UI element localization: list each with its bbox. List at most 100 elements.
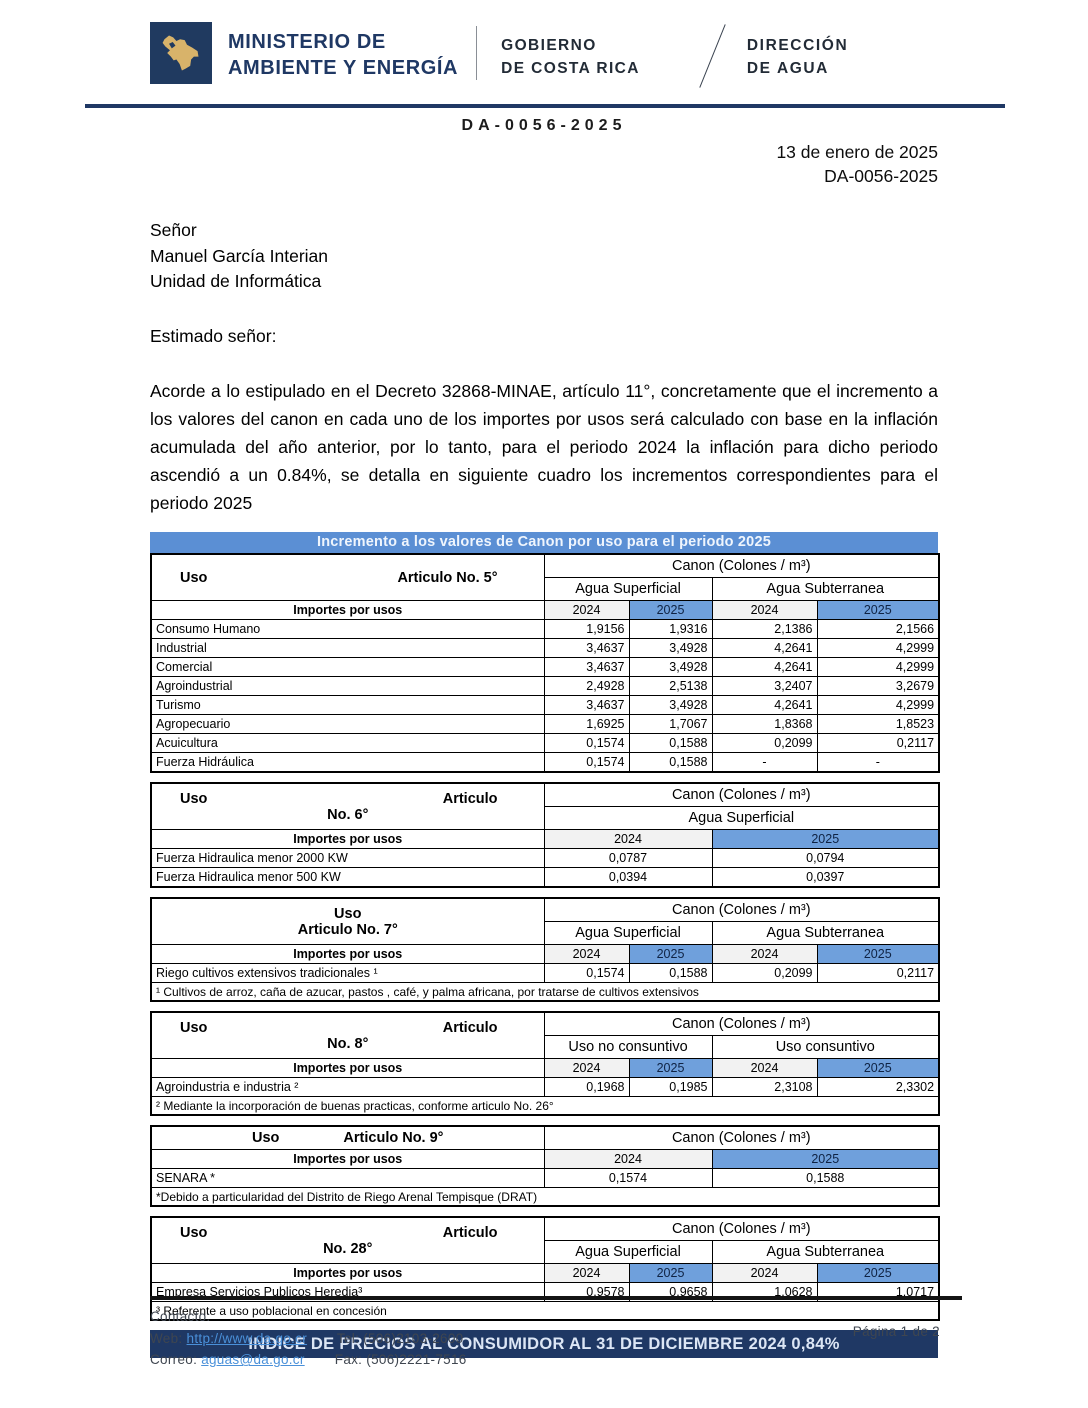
table-row: Industrial 3,4637 3,4928 4,2641 4,2999 bbox=[150, 638, 940, 659]
cell-value: 0,2117 bbox=[816, 963, 940, 984]
mail-link[interactable]: aguas@da.go.cr bbox=[201, 1352, 305, 1368]
table-row: Riego cultivos extensivos tradicionales … bbox=[150, 963, 940, 984]
contact-label: Contacto: bbox=[150, 1309, 211, 1324]
cell-value: 2,3108 bbox=[711, 1077, 818, 1098]
row-label: Fuerza Hidráulica bbox=[150, 752, 545, 773]
uso-articulo-header: Uso Articulo No. 7° bbox=[150, 897, 545, 946]
direction-line2: DE AGUA bbox=[746, 60, 829, 78]
cell-value: 3,4928 bbox=[628, 657, 713, 678]
table-footnote: ² Mediante la incorporación de buenas pr… bbox=[150, 1096, 940, 1116]
canon-table-articulo-28: Uso Articulo No. 28° Canon (Colones / m³) Ag… bbox=[150, 1216, 941, 1322]
cell-value: - bbox=[711, 752, 818, 773]
table-row: Fuerza Hidráulica 0,1574 0,1588- - bbox=[150, 752, 940, 773]
subheader: Agua Subterranea bbox=[711, 1240, 940, 1265]
importes-header: Importes por usos bbox=[150, 944, 545, 965]
row-label: Agroindustria e industria ² bbox=[150, 1077, 545, 1098]
year-header: 2024 bbox=[711, 600, 818, 621]
cell-value: 0,1968 bbox=[543, 1077, 630, 1098]
importes-header: Importes por usos bbox=[150, 1263, 545, 1284]
cell-value: 0,1574 bbox=[543, 733, 630, 754]
ipc-banner: INDICE DE PRECIOS AL CONSUMIDOR AL 31 DE… bbox=[150, 1330, 938, 1359]
government-name: GOBIERNO DE COSTA RICA bbox=[501, 22, 640, 81]
table-footnote: ³ Referente a uso poblacional en concesi… bbox=[150, 1301, 940, 1321]
canon-table-articulo-6: Uso Articulo No. 6° Canon (Colones / m³) Agu… bbox=[150, 782, 941, 889]
letterhead: MINISTERIO DE AMBIENTE Y ENERGÍA GOBIERN… bbox=[150, 22, 1088, 88]
recipient-block: Señor Manuel García Interian Unidad de I… bbox=[150, 218, 938, 294]
uso-articulo-line: Uso Articulo bbox=[156, 791, 540, 807]
articulo-number: No. 28° bbox=[323, 1240, 373, 1257]
table-footnote: *Debido a particularidad del Distrito de… bbox=[150, 1187, 940, 1207]
table-row: Comercial 3,4637 3,4928 4,2641 4,2999 bbox=[150, 657, 940, 678]
table-row: Turismo 3,4637 3,4928 4,2641 4,2999 bbox=[150, 695, 940, 716]
table-title: Incremento a los valores de Canon por us… bbox=[150, 532, 938, 554]
uso-articulo-header: Uso Articulo No. 8° bbox=[150, 1011, 545, 1060]
cell-value: 1,6925 bbox=[543, 714, 630, 735]
articulo-label: Articulo bbox=[442, 790, 498, 807]
uso-articulo-line: Uso Articulo No. 5° bbox=[156, 570, 540, 586]
importes-header: Importes por usos bbox=[150, 600, 545, 621]
table-row: Agroindustria e industria ² 0,1968 0,1985 2… bbox=[150, 1077, 940, 1098]
articulo-label: Articulo bbox=[442, 1224, 498, 1241]
year-header: 2024 bbox=[543, 1149, 713, 1170]
uso-articulo-line: Uso Articulo bbox=[156, 1225, 540, 1241]
cell-value: 0,0794 bbox=[711, 848, 940, 869]
canon-table-articulo-7: Uso Articulo No. 7° Canon (Colones / m³) Ag… bbox=[150, 897, 941, 1003]
subheader: Agua Superficial bbox=[543, 577, 713, 602]
table-row: Agropecuario 1,6925 1,7067 1,8368 1,8523 bbox=[150, 714, 940, 735]
cell-value: 4,2641 bbox=[711, 657, 818, 678]
cell-value: 1,8523 bbox=[816, 714, 940, 735]
header-divider bbox=[476, 26, 478, 80]
cell-value: 3,4637 bbox=[543, 695, 630, 716]
date-block: 13 de enero de 2025 DA-0056-2025 bbox=[150, 141, 938, 188]
ministry-line1: MINISTERIO DE bbox=[228, 31, 386, 53]
year-header: 2025 bbox=[628, 600, 713, 621]
direction-line1: DIRECCIÓN bbox=[746, 37, 849, 54]
canon-table: Uso Articulo No. 28° Canon (Colones / m³) Ag… bbox=[150, 1216, 941, 1322]
tables-region: Incremento a los valores de Canon por us… bbox=[150, 532, 941, 1322]
cell-value: 0,2117 bbox=[816, 733, 940, 754]
cell-value: 1,7067 bbox=[628, 714, 713, 735]
table-footnote: ¹ Cultivos de arroz, caña de azucar, pas… bbox=[150, 982, 940, 1002]
row-label: Acuicultura bbox=[150, 733, 545, 754]
web-label: Web: bbox=[150, 1330, 183, 1346]
uso-articulo-header: Uso Articulo No. 9° bbox=[150, 1125, 545, 1151]
uso-articulo-line: Uso Articulo No. 9° bbox=[156, 1130, 540, 1146]
uso-label: Uso bbox=[180, 569, 208, 586]
cell-value: 4,2999 bbox=[816, 638, 940, 659]
canon-header: Canon (Colones / m³) bbox=[543, 553, 940, 579]
canon-header: Canon (Colones / m³) bbox=[543, 897, 940, 923]
cell-value: 2,1566 bbox=[816, 619, 940, 640]
letter-body: Acorde a lo estipulado en el Decreto 328… bbox=[150, 381, 938, 514]
web-link[interactable]: http://www.da.go.cr bbox=[186, 1330, 308, 1346]
header-slash-icon bbox=[699, 24, 726, 88]
table-row: Agroindustrial 2,4928 2,5138 3,2407 3,2679 bbox=[150, 676, 940, 697]
year-header: 2025 bbox=[816, 1263, 940, 1284]
subheader: Agua Superficial bbox=[543, 1240, 713, 1265]
cell-value: 0,0397 bbox=[711, 867, 940, 888]
cell-value: 0,2099 bbox=[711, 733, 818, 754]
cell-value: 3,2679 bbox=[816, 676, 940, 697]
articulo-label: Articulo No. 5° bbox=[397, 569, 498, 586]
year-header: 2025 bbox=[816, 944, 940, 965]
canon-header: Canon (Colones / m³) bbox=[543, 1125, 940, 1151]
canon-table: Uso Articulo No. 9° Canon (Colones / m³) Im… bbox=[150, 1125, 941, 1208]
subheader: Uso consuntivo bbox=[711, 1035, 940, 1060]
cell-value: 3,2407 bbox=[711, 676, 818, 697]
cell-value: 4,2999 bbox=[816, 695, 940, 716]
costa-rica-map-icon bbox=[162, 35, 199, 71]
articulo-number: No. 6° bbox=[327, 806, 369, 823]
cell-value: 0,1574 bbox=[543, 963, 630, 984]
cell-value: 1,8368 bbox=[711, 714, 818, 735]
page-number: Página 1 de 2 bbox=[852, 1324, 940, 1339]
uso-articulo-header: Uso Articulo No. 5° bbox=[150, 553, 545, 602]
year-header: 2024 bbox=[543, 944, 630, 965]
canon-table: Uso Articulo No. 7° Canon (Colones / m³) Ag… bbox=[150, 897, 941, 1003]
year-header: 2024 bbox=[711, 1263, 818, 1284]
cell-value: 2,5138 bbox=[628, 676, 713, 697]
footer-rule bbox=[150, 1296, 962, 1300]
year-header: 2024 bbox=[711, 944, 818, 965]
year-header: 2024 bbox=[543, 829, 713, 850]
ministry-logo bbox=[150, 22, 212, 84]
cell-value: 3,4928 bbox=[628, 695, 713, 716]
